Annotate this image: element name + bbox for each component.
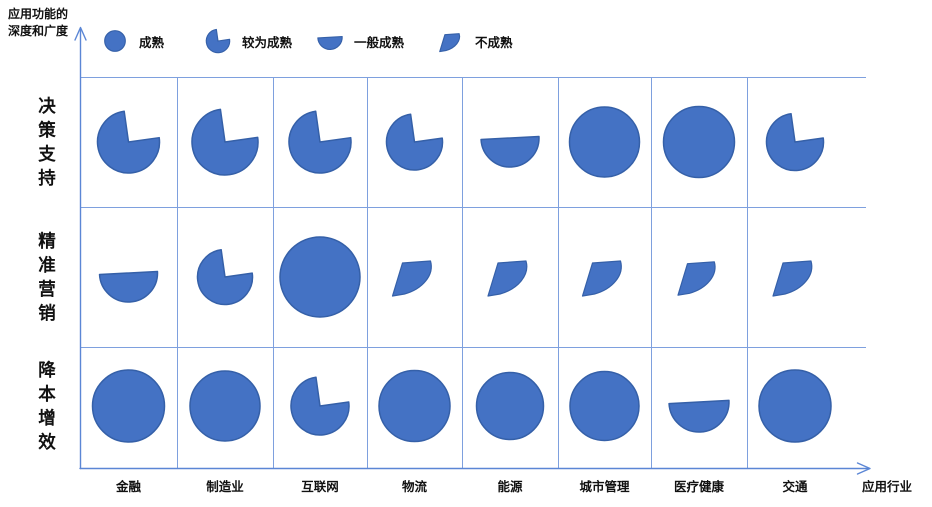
row-label-char: 增 [38, 408, 56, 428]
cell-mark-决策支持-互联网 [288, 110, 352, 174]
cell-mark-降本增效-交通 [758, 369, 832, 443]
cell-mark-决策支持-物流 [385, 113, 444, 171]
row-label-char: 决 [38, 96, 56, 116]
cell-mark-降本增效-互联网 [290, 376, 350, 436]
immature-icon [439, 33, 461, 53]
cell-mark-精准营销-制造业 [196, 249, 254, 306]
grid-lines [80, 77, 866, 468]
legend-item-mature: 成熟 [100, 25, 164, 57]
column-label-互联网: 互联网 [301, 480, 339, 494]
legend-label-mature: 成熟 [139, 35, 165, 50]
row-label-决策支持: 决策支持 [34, 94, 60, 190]
row-label-char: 本 [38, 384, 56, 404]
cell-mark-决策支持-制造业 [191, 108, 259, 176]
legend: 成熟 较为成熟 一般成熟 不成熟 [0, 25, 932, 57]
cell-mark-精准营销-交通 [772, 260, 813, 297]
y-axis-arrow-icon [74, 26, 87, 41]
cell-mark-降本增效-能源 [475, 371, 545, 441]
row-label-char: 支 [38, 144, 56, 164]
row-label-char: 策 [38, 120, 56, 140]
row-label-char: 准 [38, 255, 56, 275]
y-axis-title-line1: 应用功能的 [8, 7, 69, 21]
column-labels: 金融 制造业 互联网 物流 能源 城市管理 医疗健康 交通 [0, 476, 932, 498]
row-label-char: 营 [38, 279, 56, 299]
y-axis-title: 应用功能的 深度和广度 [8, 6, 68, 40]
column-label-能源: 能源 [497, 480, 523, 494]
cell-mark-精准营销-医疗健康 [677, 261, 716, 296]
row-label-char: 持 [38, 168, 56, 188]
cell-mark-降本增效-金融 [91, 369, 166, 443]
legend-item-fairly-mature: 较为成熟 [203, 25, 292, 57]
cell-mark-决策支持-能源 [480, 135, 540, 168]
cell-mark-降本增效-制造业 [189, 370, 261, 442]
row-label-精准营销: 精准营销 [34, 229, 60, 325]
legend-item-moderately-mature: 一般成熟 [315, 25, 404, 57]
cell-mark-降本增效-城市管理 [569, 370, 640, 442]
cell-mark-精准营销-金融 [98, 270, 159, 303]
column-label-交通: 交通 [782, 480, 808, 494]
row-label-char: 效 [38, 432, 56, 452]
column-label-医疗健康: 医疗健康 [673, 480, 724, 494]
fairly-mature-icon [205, 28, 231, 54]
column-label-城市管理: 城市管理 [579, 480, 630, 494]
legend-label-immature: 不成熟 [475, 35, 513, 50]
column-label-制造业: 制造业 [206, 480, 244, 494]
cell-mark-决策支持-医疗健康 [662, 105, 736, 179]
row-label-char: 精 [38, 231, 56, 251]
cell-mark-降本增效-医疗健康 [668, 399, 730, 433]
cell-mark-精准营销-物流 [391, 260, 432, 297]
x-axis-label: 应用行业 [862, 480, 913, 494]
cell-mark-精准营销-互联网 [279, 236, 361, 318]
axes [74, 26, 871, 475]
column-label-金融: 金融 [115, 480, 141, 494]
legend-label-moderately-mature: 一般成熟 [354, 35, 405, 50]
cell-mark-决策支持-交通 [765, 113, 825, 172]
cell-mark-决策支持-城市管理 [568, 106, 641, 178]
column-label-物流: 物流 [401, 480, 427, 494]
row-label-降本增效: 降本增效 [34, 358, 60, 454]
legend-label-fairly-mature: 较为成熟 [242, 35, 293, 50]
row-label-char: 降 [38, 360, 56, 380]
x-axis-arrow-icon [856, 462, 871, 475]
cell-mark-降本增效-物流 [378, 369, 451, 443]
y-axis-title-line2: 深度和广度 [8, 24, 69, 38]
moderately-mature-icon [317, 36, 343, 50]
chart-marks [91, 105, 832, 443]
row-label-char: 销 [38, 303, 56, 323]
cell-mark-决策支持-金融 [96, 110, 161, 174]
mature-icon [104, 30, 126, 52]
cell-mark-精准营销-城市管理 [581, 260, 622, 297]
legend-item-immature: 不成熟 [436, 25, 513, 57]
cell-mark-精准营销-能源 [487, 260, 528, 297]
